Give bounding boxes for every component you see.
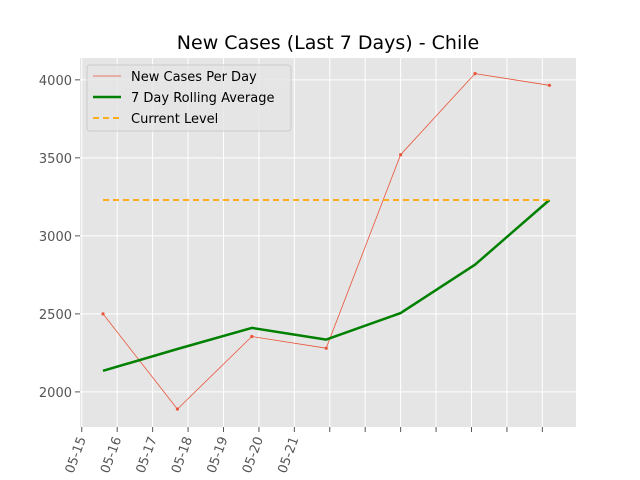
- y-tick-label: 2500: [39, 308, 72, 323]
- y-tick-label: 3000: [39, 230, 72, 245]
- x-tick-labels: 05-15 05-16 05-17 05-18 05-19 05-20 05-21: [63, 435, 303, 476]
- x-tick-label: 05-15: [63, 435, 90, 476]
- data-point-new-cases-per-day: [399, 153, 403, 157]
- series-layer: [101, 72, 552, 411]
- legend-box: [86, 64, 292, 132]
- y-tick-labels: 2000 2500 3000 3500 4000: [39, 74, 72, 401]
- legend: New Cases Per Day 7 Day Rolling Average …: [86, 64, 292, 132]
- y-tick-label: 3500: [39, 152, 72, 167]
- chart-title: New Cases (Last 7 Days) - Chile: [177, 32, 479, 54]
- y-tick-label: 4000: [39, 74, 72, 89]
- data-point-new-cases-per-day: [324, 346, 328, 350]
- data-point-new-cases-per-day: [250, 334, 254, 339]
- x-tick-label: 05-19: [205, 435, 232, 476]
- y-tick-marks: [75, 79, 80, 393]
- x-tick-label: 05-20: [240, 435, 267, 476]
- data-point-new-cases-per-day: [473, 72, 477, 76]
- x-tick-marks: [81, 427, 543, 432]
- legend-label-new-cases: New Cases Per Day: [131, 70, 257, 85]
- data-point-new-cases-per-day: [175, 407, 180, 411]
- x-tick-label: 05-21: [275, 435, 302, 476]
- legend-label-current-level: Current Level: [131, 112, 218, 127]
- data-point-new-cases-per-day: [101, 312, 105, 316]
- legend-label-rolling-average: 7 Day Rolling Average: [131, 91, 274, 106]
- data-point-new-cases-per-day: [547, 83, 552, 87]
- x-tick-label: 05-18: [169, 435, 196, 476]
- y-tick-label: 2000: [39, 386, 72, 401]
- series-line-7-day-rolling-average: [102, 199, 551, 372]
- x-tick-label: 05-16: [98, 435, 125, 476]
- x-tick-label: 05-17: [134, 435, 161, 476]
